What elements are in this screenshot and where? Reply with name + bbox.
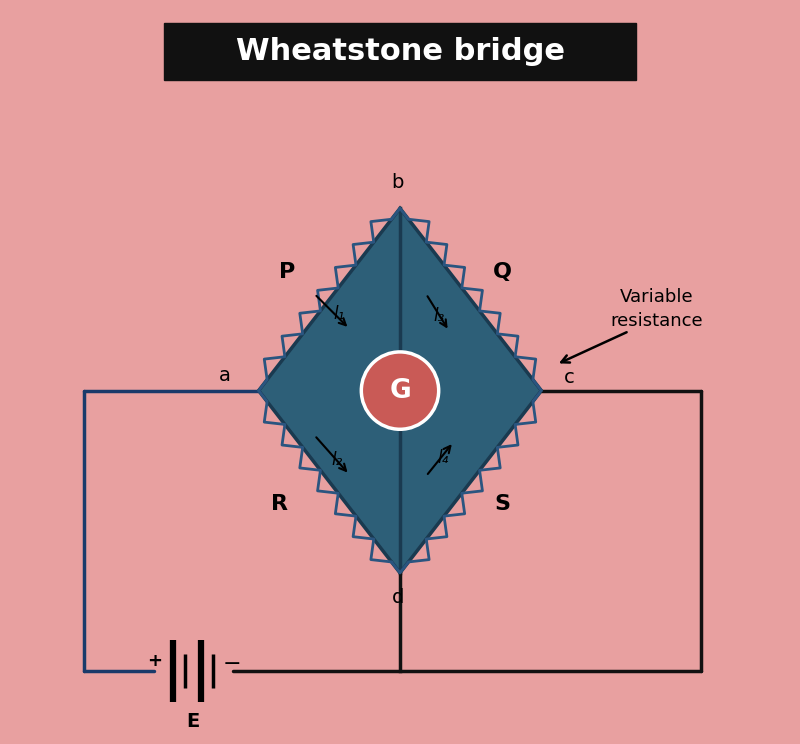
Text: l₂: l₂	[331, 451, 342, 469]
Text: c: c	[564, 368, 575, 387]
Text: G: G	[389, 378, 411, 403]
Text: S: S	[494, 495, 510, 514]
Circle shape	[362, 352, 438, 429]
Text: b: b	[391, 173, 404, 192]
Text: Wheatstone bridge: Wheatstone bridge	[235, 37, 565, 65]
Text: R: R	[271, 495, 288, 514]
Text: P: P	[278, 262, 295, 281]
Text: Variable
resistance: Variable resistance	[610, 288, 703, 330]
Text: Q: Q	[493, 262, 512, 281]
Text: l₃: l₃	[434, 307, 445, 325]
Text: l₄: l₄	[438, 449, 449, 466]
FancyBboxPatch shape	[164, 23, 636, 80]
Text: a: a	[219, 366, 231, 385]
Text: −: −	[222, 654, 241, 673]
Polygon shape	[258, 208, 542, 573]
Text: E: E	[186, 712, 200, 731]
Text: d: d	[391, 588, 404, 607]
Text: l₁: l₁	[334, 305, 345, 323]
Text: +: +	[147, 652, 162, 670]
